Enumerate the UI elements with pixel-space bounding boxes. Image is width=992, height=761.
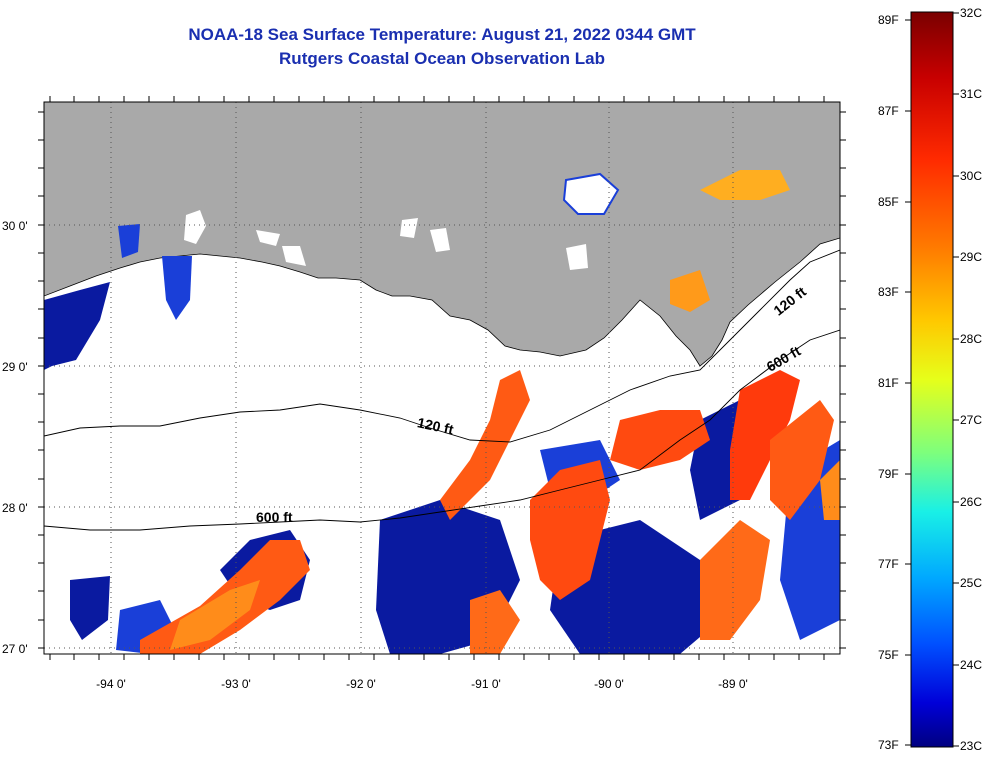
sst-patch-cold	[70, 576, 110, 640]
sst-patch-warm	[440, 370, 530, 520]
sst-patch-warm	[170, 580, 260, 650]
lon-label: -91 0'	[471, 677, 501, 691]
frame-ticks	[38, 96, 846, 660]
map-frame	[43, 101, 841, 655]
cloud-over-land	[566, 244, 588, 270]
temperature-colorbar	[910, 11, 954, 748]
sst-patch-cold	[162, 256, 192, 320]
colorbar-f-label: 85F	[878, 195, 899, 209]
cloud-over-land	[256, 230, 280, 246]
sst-patch-cold	[44, 282, 110, 370]
colorbar-f-label: 83F	[878, 285, 899, 299]
colorbar-f-label: 75F	[878, 648, 899, 662]
sst-patch-warm	[530, 460, 610, 600]
sst-patch-warm	[730, 370, 800, 500]
colorbar-c-label: 25C	[960, 576, 982, 590]
contour-label-120ft: 120 ft	[416, 414, 455, 437]
lon-label: -92 0'	[346, 677, 376, 691]
colorbar-c-label: 32C	[960, 6, 982, 20]
contour-600ft	[44, 329, 840, 531]
sst-patch-warm	[820, 460, 840, 520]
map-title: NOAA-18 Sea Surface Temperature: August …	[188, 25, 696, 44]
colorbar-f-label: 81F	[878, 376, 899, 390]
colorbar-c-label: 26C	[960, 495, 982, 509]
contour-label-600ft: 600 ft	[256, 509, 293, 525]
sst-patch-warm	[700, 520, 770, 640]
colorbar-c-label: 27C	[960, 413, 982, 427]
lat-label: 28 0'	[2, 501, 28, 515]
colorbar-c-label: 31C	[960, 87, 982, 101]
colorbar-c-label: 30C	[960, 169, 982, 183]
colorbar-c-label: 23C	[960, 739, 982, 753]
cloud-island	[562, 172, 620, 215]
lon-label: -89 0'	[718, 677, 748, 691]
colorbar-f-label: 73F	[878, 738, 899, 752]
cloud-over-land	[430, 228, 450, 252]
lat-label: 30 0'	[2, 219, 28, 233]
map-subtitle: Rutgers Coastal Ocean Observation Lab	[279, 49, 605, 68]
sst-patch-warm	[470, 590, 520, 654]
lon-label: -93 0'	[221, 677, 251, 691]
contour-120ft	[44, 249, 840, 443]
lat-lon-grid	[44, 102, 840, 654]
colorbar-f-label: 87F	[878, 104, 899, 118]
cloud-over-land	[184, 210, 206, 244]
colorbar-c-label: 28C	[960, 332, 982, 346]
lat-label: 29 0'	[2, 360, 28, 374]
sst-patch-warm	[700, 170, 790, 200]
colorbar-f-label: 89F	[878, 13, 899, 27]
colorbar-f-label: 77F	[878, 557, 899, 571]
sst-patch-warm	[670, 270, 710, 312]
cloud-over-land	[400, 218, 418, 238]
lon-label: -90 0'	[594, 677, 624, 691]
lat-label: 27 0'	[2, 642, 28, 656]
sst-patch-cold	[118, 224, 140, 258]
cloud-over-land	[282, 246, 306, 266]
colorbar-c-label: 29C	[960, 250, 982, 264]
colorbar-ticks	[905, 12, 959, 747]
lon-label: -94 0'	[96, 677, 126, 691]
sst-patch-warm	[610, 410, 710, 470]
colorbar-c-label: 24C	[960, 658, 982, 672]
colorbar-f-label: 79F	[878, 467, 899, 481]
sst-patch-warm	[770, 400, 834, 520]
